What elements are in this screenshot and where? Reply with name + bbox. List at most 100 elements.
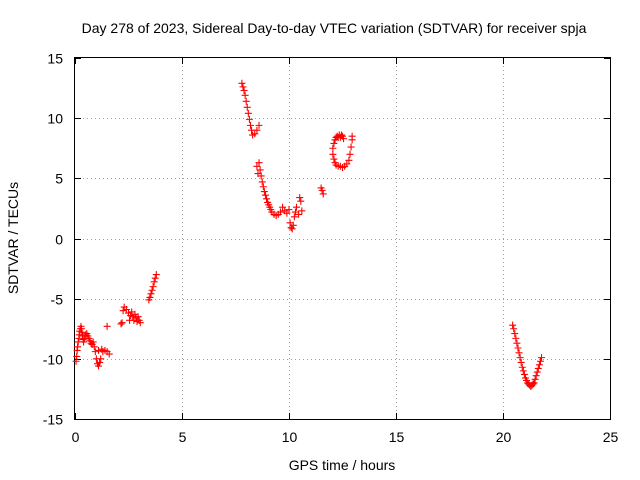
data-point	[150, 278, 158, 286]
data-point	[348, 132, 356, 140]
y-tick-label: 10	[47, 111, 63, 127]
data-point	[95, 362, 103, 370]
data-point	[78, 328, 86, 336]
data-point	[345, 156, 353, 164]
data-point	[152, 271, 160, 279]
data-point	[296, 194, 304, 202]
data-point	[533, 368, 541, 376]
data-point	[509, 321, 517, 329]
data-point	[261, 191, 269, 199]
data-point	[244, 109, 252, 117]
data-point	[105, 350, 113, 358]
data-point	[517, 358, 525, 366]
data-point	[343, 160, 351, 168]
data-point	[74, 343, 82, 351]
x-tick-label: 25	[603, 429, 619, 445]
data-point	[511, 330, 519, 338]
data-point	[531, 375, 539, 383]
data-point	[512, 334, 520, 342]
data-point	[89, 338, 97, 346]
data-point	[340, 135, 348, 143]
y-tick-label: 0	[55, 232, 63, 248]
data-point	[510, 325, 518, 333]
y-axis-label: SDTVAR / TECUs	[5, 182, 21, 294]
data-point	[518, 363, 526, 371]
data-point	[285, 206, 293, 214]
x-tick-label: 15	[389, 429, 405, 445]
y-tick-label: -10	[43, 352, 63, 368]
data-point	[330, 139, 338, 147]
data-points	[72, 79, 546, 391]
data-point	[255, 159, 263, 167]
data-point	[532, 372, 540, 380]
data-point	[259, 183, 267, 191]
data-point	[514, 344, 522, 352]
data-point	[134, 313, 142, 321]
x-tick-label: 0	[72, 429, 80, 445]
data-point	[298, 207, 306, 215]
data-point	[117, 320, 125, 328]
data-point	[97, 355, 105, 363]
data-point	[329, 144, 337, 152]
data-point	[90, 343, 98, 351]
chart-title: Day 278 of 2023, Sidereal Day-to-day VTE…	[82, 20, 587, 36]
data-point	[297, 197, 305, 205]
data-point	[119, 307, 127, 315]
data-point	[148, 286, 156, 294]
data-point	[238, 79, 246, 87]
data-point	[263, 195, 271, 203]
data-point	[516, 354, 524, 362]
data-point	[240, 86, 248, 94]
data-point	[118, 319, 126, 327]
data-point	[290, 213, 298, 221]
x-axis-label: GPS time / hours	[289, 457, 396, 473]
data-point	[255, 121, 263, 129]
data-point	[257, 172, 265, 180]
data-point	[146, 293, 154, 301]
data-point	[292, 203, 300, 211]
data-point	[295, 210, 303, 218]
data-point	[245, 115, 253, 123]
data-point	[80, 338, 88, 346]
data-point	[536, 357, 544, 365]
y-tick-label: -5	[51, 292, 64, 308]
data-point	[519, 367, 527, 375]
data-point	[96, 358, 104, 366]
data-point	[279, 203, 287, 211]
plot-frame	[74, 57, 611, 420]
data-point	[319, 190, 327, 198]
data-point	[538, 354, 546, 362]
data-point	[251, 130, 259, 138]
data-point	[253, 126, 261, 134]
data-point	[136, 319, 144, 327]
data-point	[535, 361, 543, 369]
x-tick-label: 20	[496, 429, 512, 445]
data-point	[258, 178, 266, 186]
data-point	[347, 143, 355, 151]
grid-lines	[75, 58, 610, 419]
data-point	[246, 121, 254, 129]
y-tick-label: -15	[43, 412, 63, 428]
data-point	[276, 208, 284, 216]
data-point	[288, 225, 296, 233]
data-point	[529, 380, 537, 388]
data-point	[149, 283, 157, 291]
data-point	[515, 349, 523, 357]
axis-ticks: 0 5 10 15 20 25 -15 -10 -5 0 5 10 15	[43, 51, 619, 446]
data-point	[147, 290, 155, 298]
data-point	[256, 166, 264, 174]
data-point	[72, 357, 80, 365]
data-point	[241, 91, 249, 99]
data-point	[151, 274, 159, 282]
y-tick-label: 5	[55, 171, 63, 187]
y-tick-label: 15	[47, 51, 63, 67]
data-point	[253, 162, 261, 170]
data-point	[91, 348, 99, 356]
data-point	[330, 155, 338, 163]
data-point	[95, 346, 103, 354]
x-tick-label: 5	[179, 429, 187, 445]
data-point	[337, 131, 345, 139]
data-point	[239, 83, 247, 91]
data-point	[513, 339, 521, 347]
data-point	[346, 150, 354, 158]
